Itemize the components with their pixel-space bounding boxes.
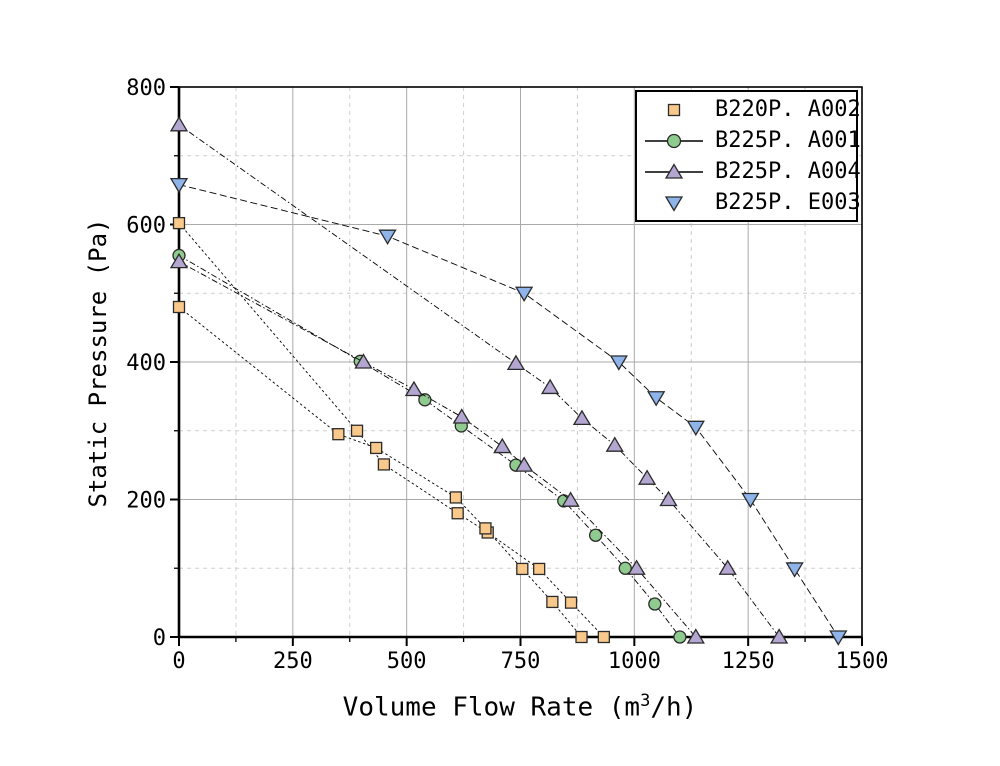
y-tick-label: 0 xyxy=(153,626,166,651)
legend-label: B225P. A001 xyxy=(715,128,861,153)
legend-label: B225P. E003 xyxy=(715,190,861,215)
legend-row-b225p-a004: B225P. A004 xyxy=(637,156,861,187)
x-axis-title-text: Volume Flow Rate (m xyxy=(342,692,641,723)
x-tick-label: 250 xyxy=(273,649,313,674)
series-b225p-a004 xyxy=(169,116,789,644)
square-marker-icon xyxy=(667,103,681,116)
legend-label: B220P. A002 xyxy=(715,97,861,122)
triangle-up-marker-icon xyxy=(645,162,703,179)
y-tick-label: 400 xyxy=(126,351,166,376)
legend-row-b220p-a002: B220P. A002 xyxy=(637,94,861,125)
y-axis-title: Static Pressure (Pa) xyxy=(84,218,112,508)
series-b225p-a001 xyxy=(172,248,687,644)
x-tick-label: 1500 xyxy=(836,649,889,674)
x-tick-label: 500 xyxy=(387,649,427,674)
legend-label: B225P. A004 xyxy=(715,159,861,184)
x-tick-label: 750 xyxy=(501,649,541,674)
series-b220p-a002 xyxy=(172,216,610,644)
x-axis-title-unit: /h) xyxy=(650,692,698,723)
legend: B220P. A002 B225P. A001 B225P. A004 B225… xyxy=(635,90,861,222)
circle-marker-icon xyxy=(645,133,703,148)
series-b225p-e003 xyxy=(169,177,848,646)
x-tick-label: 1250 xyxy=(722,649,775,674)
x-axis-title-superscript: 3 xyxy=(640,691,651,711)
x-tick-label: 1000 xyxy=(608,649,661,674)
y-tick-label: 600 xyxy=(126,214,166,239)
y-tick-label: 800 xyxy=(126,76,166,101)
x-tick-label: 0 xyxy=(172,649,185,674)
tick-labels: 0 250 500 750 1000 1250 1500 0 200 400 600 800 xyxy=(126,76,888,674)
legend-row-b225p-e003: B225P. E003 xyxy=(637,187,861,218)
triangle-down-marker-icon xyxy=(664,195,684,212)
legend-row-b225p-a001: B225P. A001 xyxy=(637,125,861,156)
y-tick-label: 200 xyxy=(126,489,166,514)
x-axis-title: Volume Flow Rate (m3/h) xyxy=(170,691,870,723)
